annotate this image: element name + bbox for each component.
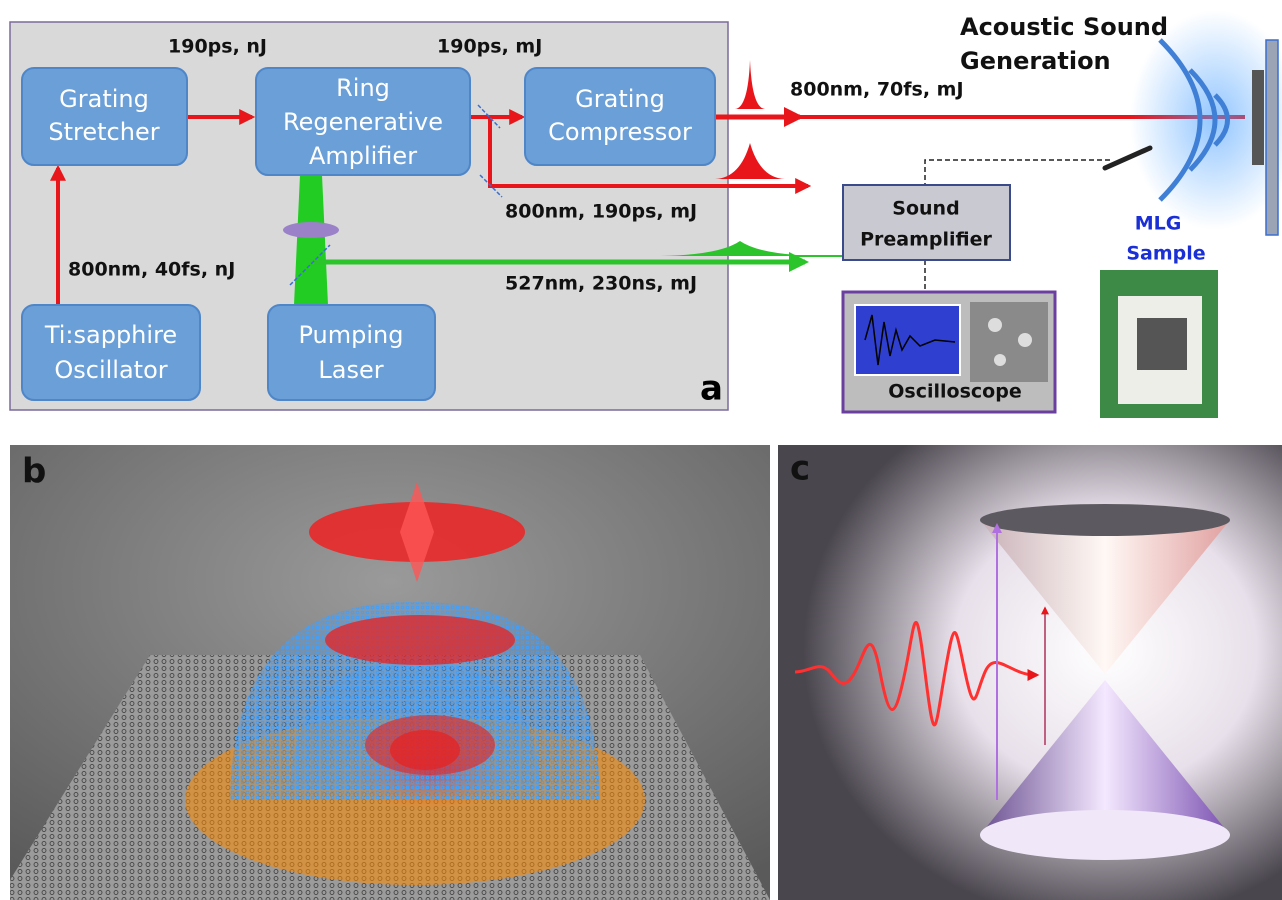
- panel-b: b: [10, 445, 770, 900]
- box-label: Laser: [318, 356, 383, 384]
- panel-c-shape: [980, 504, 1230, 536]
- beam-label: 800nm, 40fs, nJ: [68, 259, 235, 281]
- panel-a: Grating Stretcher Ring Regenerative Ampl…: [10, 10, 1282, 418]
- box-label: Pumping: [299, 321, 404, 349]
- preamp-label: Preamplifier: [860, 229, 992, 251]
- panel-b-shape: [390, 730, 460, 770]
- boxes-shape: [22, 305, 200, 400]
- acoustic-shape: [970, 302, 1048, 382]
- acoustic-shape: [988, 318, 1002, 332]
- box-label: Ring: [336, 74, 390, 102]
- box-label: Stretcher: [48, 118, 159, 146]
- beams-shape: [283, 222, 339, 238]
- panel-label: b: [22, 452, 46, 492]
- panel-c-shape: [980, 810, 1230, 860]
- sample-label: MLG: [1135, 213, 1182, 235]
- box-label: Regenerative: [283, 108, 443, 136]
- box-label: Oscillator: [54, 356, 167, 384]
- sample-label: Sample: [1126, 243, 1205, 265]
- box-label: Compressor: [548, 118, 692, 146]
- acoustic-shape: [994, 354, 1006, 366]
- oscilloscope-label: Oscilloscope: [888, 381, 1021, 403]
- acoustic-title: Generation: [960, 47, 1111, 75]
- acoustic-shape: [925, 160, 1110, 185]
- beam-label: 800nm, 190ps, mJ: [505, 201, 697, 223]
- preamp-label: Sound: [892, 198, 959, 220]
- boxes-shape: [268, 305, 435, 400]
- acoustic-shape: [1018, 333, 1032, 347]
- panel-label: c: [790, 449, 810, 489]
- boxes-shape: [525, 68, 715, 165]
- boxes-shape: [22, 68, 187, 165]
- beams-shape: [294, 175, 328, 305]
- box-label: Amplifier: [309, 142, 417, 170]
- box-label: Grating: [575, 85, 665, 113]
- beams-shape: [735, 60, 765, 109]
- acoustic-shape: [1252, 70, 1264, 165]
- box-label: Ti:sapphire: [44, 321, 177, 349]
- acoustic-shape: [1266, 40, 1278, 235]
- beam-label: 800nm, 70fs, mJ: [790, 79, 964, 101]
- panel-label: a: [700, 369, 723, 409]
- panel-c: c: [778, 445, 1282, 900]
- box-label: Grating: [59, 85, 149, 113]
- page: Grating Stretcher Ring Regenerative Ampl…: [0, 0, 1282, 900]
- panel-b-shape: [325, 615, 515, 665]
- acoustic-shape: [1137, 318, 1187, 370]
- acoustic: Acoustic Sound Generation Sound Preampli…: [843, 10, 1282, 418]
- beam-label: 190ps, mJ: [437, 36, 542, 58]
- figure: Grating Stretcher Ring Regenerative Ampl…: [0, 0, 1282, 900]
- beam-label: 527nm, 230ns, mJ: [505, 273, 697, 295]
- acoustic-title: Acoustic Sound: [960, 13, 1168, 41]
- beam-label: 190ps, nJ: [168, 36, 267, 58]
